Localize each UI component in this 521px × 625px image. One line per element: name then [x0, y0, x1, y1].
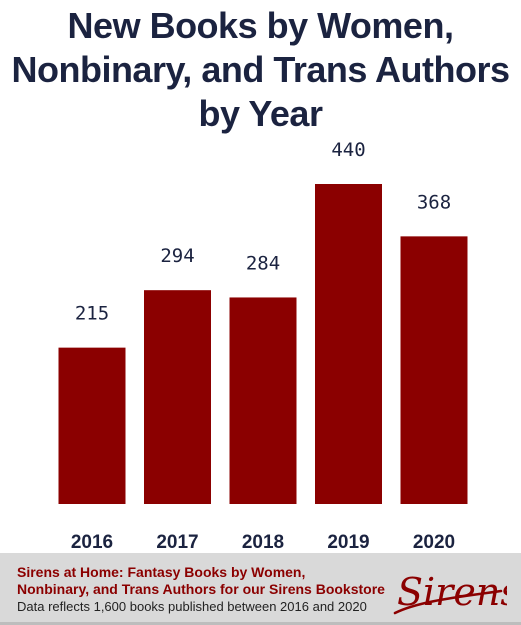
- bar-2016: [58, 347, 126, 504]
- svg-text:Sirens: Sirens: [397, 570, 507, 614]
- x-tick-label-2016: 2016: [71, 532, 113, 553]
- bar-2019: [315, 184, 382, 504]
- chart-title: New Books by Women, Nonbinary, and Trans…: [0, 4, 521, 136]
- data-label-2016: 215: [75, 303, 109, 325]
- sirens-logo: Sirens: [389, 561, 520, 621]
- bottom-edge: [0, 622, 521, 625]
- footer-title-line-1: Sirens at Home: Fantasy Books by Women,: [17, 564, 306, 580]
- footer-data-note: Data reflects 1,600 books published betw…: [17, 599, 367, 614]
- chart-title-line-1: New Books by Women,: [67, 5, 454, 46]
- bar-2018: [229, 297, 297, 504]
- x-tick-label-2020: 2020: [413, 532, 455, 553]
- footer-banner: Sirens at Home: Fantasy Books by Women, …: [0, 553, 521, 625]
- data-label-2017: 294: [160, 245, 194, 267]
- data-label-2019: 440: [331, 139, 365, 161]
- data-label-2018: 284: [246, 252, 280, 274]
- data-label-2020: 368: [417, 191, 451, 213]
- bar-2020: [400, 236, 468, 504]
- x-tick-label-2019: 2019: [327, 532, 369, 553]
- bar-chart: 215 2016 294 2017 284 2018 440 2019 368 2020: [58, 139, 468, 553]
- chart-title-line-3: by Year: [198, 93, 323, 134]
- x-tick-label-2017: 2017: [156, 532, 198, 553]
- footer-title-line-2: Nonbinary, and Trans Authors for our Sir…: [17, 581, 385, 597]
- x-tick-label-2018: 2018: [242, 532, 284, 553]
- bar-2017: [144, 290, 211, 504]
- chart-title-line-2: Nonbinary, and Trans Authors: [11, 49, 510, 90]
